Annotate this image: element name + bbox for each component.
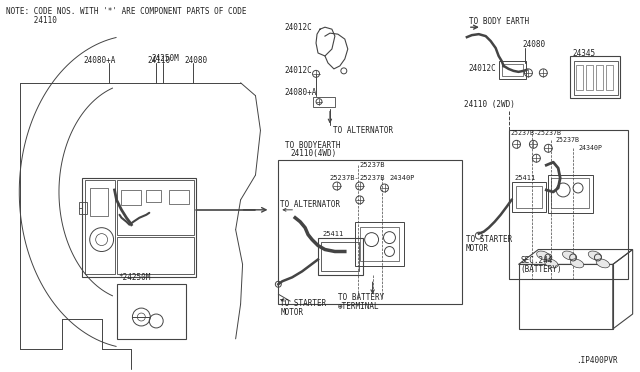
Bar xyxy=(570,56,620,98)
Bar xyxy=(586,65,593,90)
Text: 25411: 25411 xyxy=(322,231,343,237)
Text: TO BODYEARTH: TO BODYEARTH xyxy=(285,141,340,150)
Bar xyxy=(499,61,527,79)
Bar xyxy=(116,180,194,235)
Bar xyxy=(313,97,335,107)
Text: 25237B: 25237B xyxy=(556,137,579,143)
Text: 24080: 24080 xyxy=(522,39,546,49)
Bar xyxy=(122,190,141,205)
Text: 24012C: 24012C xyxy=(469,64,497,73)
Bar xyxy=(516,186,542,208)
Bar xyxy=(518,264,612,329)
Text: 24110: 24110 xyxy=(147,57,170,65)
Text: 25237B: 25237B xyxy=(360,162,385,168)
Bar xyxy=(84,180,115,274)
Text: 24080+A: 24080+A xyxy=(284,88,317,97)
Ellipse shape xyxy=(537,251,550,260)
Text: MOTOR: MOTOR xyxy=(466,244,489,253)
Text: 25237B: 25237B xyxy=(360,175,385,181)
Bar xyxy=(169,190,189,204)
Ellipse shape xyxy=(588,251,602,260)
Bar xyxy=(321,241,358,271)
Text: TO STARTER: TO STARTER xyxy=(280,299,326,308)
Text: 24340P: 24340P xyxy=(578,145,602,151)
Text: TO STARTER: TO STARTER xyxy=(466,235,512,244)
Bar xyxy=(502,64,524,76)
Bar xyxy=(116,284,186,339)
Text: 24012C: 24012C xyxy=(284,23,312,32)
Text: SEC.244: SEC.244 xyxy=(520,256,553,265)
Ellipse shape xyxy=(563,251,576,260)
Text: 25237B: 25237B xyxy=(511,131,534,137)
Text: TO BODY EARTH: TO BODY EARTH xyxy=(469,17,529,26)
Text: 24110: 24110 xyxy=(6,16,57,25)
Bar xyxy=(509,131,628,279)
Bar xyxy=(147,190,161,202)
Bar xyxy=(116,237,194,274)
Bar xyxy=(355,222,404,266)
Text: 25237B-: 25237B- xyxy=(330,175,360,181)
Text: 24080+A: 24080+A xyxy=(84,57,116,65)
Bar xyxy=(511,182,547,212)
Bar xyxy=(318,238,363,275)
Text: 24080: 24080 xyxy=(184,57,207,65)
Text: *24250M: *24250M xyxy=(118,273,151,282)
Bar xyxy=(606,65,612,90)
Text: 24345: 24345 xyxy=(572,48,595,58)
Text: MOTOR: MOTOR xyxy=(280,308,303,317)
Text: 24110(4WD): 24110(4WD) xyxy=(290,149,337,158)
Text: TO ALTERNATOR: TO ALTERNATOR xyxy=(333,126,393,135)
Text: 24250M: 24250M xyxy=(151,54,179,64)
Bar xyxy=(576,65,583,90)
Text: NOTE: CODE NOS. WITH '*' ARE COMPONENT PARTS OF CODE: NOTE: CODE NOS. WITH '*' ARE COMPONENT P… xyxy=(6,7,247,16)
Text: 24340P: 24340P xyxy=(390,175,415,181)
Bar xyxy=(82,178,196,277)
Text: -25237B: -25237B xyxy=(533,131,561,137)
Text: TO BATTERY: TO BATTERY xyxy=(338,293,384,302)
Ellipse shape xyxy=(570,259,584,268)
Bar xyxy=(79,202,87,214)
Bar xyxy=(90,188,108,216)
Ellipse shape xyxy=(596,259,609,268)
Text: ⊕TERMINAL: ⊕TERMINAL xyxy=(338,302,380,311)
Text: TO ALTERNATOR: TO ALTERNATOR xyxy=(280,201,340,209)
Bar xyxy=(360,227,399,262)
Text: .IP400PVR: .IP400PVR xyxy=(576,356,618,365)
Text: 24012C: 24012C xyxy=(284,66,312,76)
Bar xyxy=(551,178,589,208)
Text: (BATTERY): (BATTERY) xyxy=(520,265,562,274)
Bar xyxy=(278,160,462,304)
Bar xyxy=(596,65,603,90)
Text: 24110 (2WD): 24110 (2WD) xyxy=(464,100,515,109)
Bar xyxy=(548,175,593,213)
Bar xyxy=(574,61,618,95)
Text: 25411: 25411 xyxy=(515,175,536,181)
Ellipse shape xyxy=(545,259,558,268)
